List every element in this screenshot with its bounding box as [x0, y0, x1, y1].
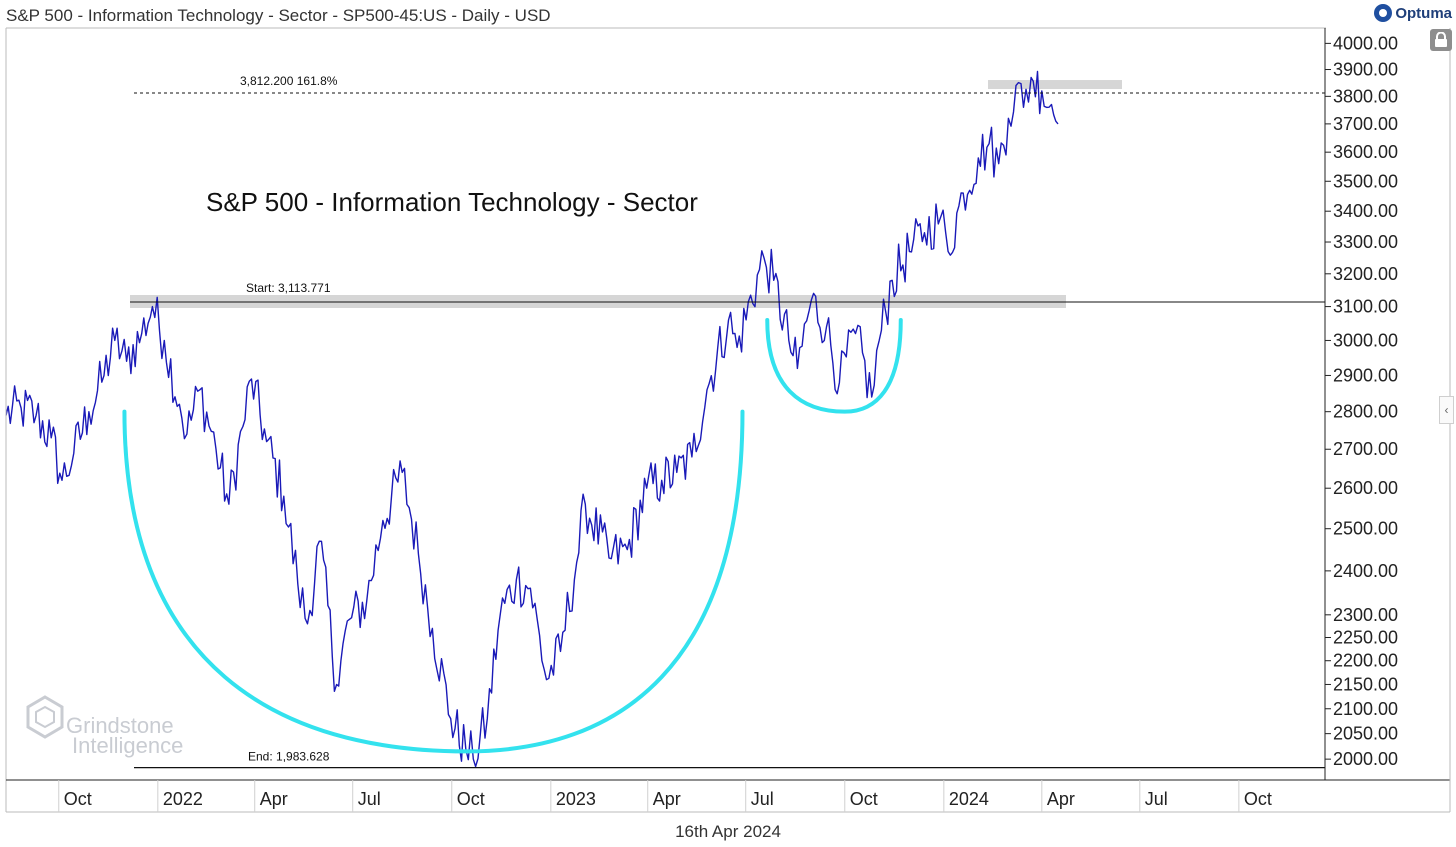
target-level-label: 3,812.200 161.8% [240, 74, 338, 88]
start-level-label: Start: 3,113.771 [246, 281, 331, 295]
chart-title: S&P 500 - Information Technology - Secto… [206, 187, 698, 217]
y-tick-label: 2700.00 [1333, 439, 1398, 459]
x-tick-label: Apr [260, 789, 288, 809]
chart-date-footer: 16th Apr 2024 [675, 822, 781, 841]
y-tick-label: 3400.00 [1333, 201, 1398, 221]
y-tick-label: 3900.00 [1333, 60, 1398, 80]
watermark-hexagon [26, 695, 64, 739]
price-line [5, 70, 1059, 768]
y-tick-label: 2100.00 [1333, 699, 1398, 719]
end-level-label: End: 1,983.628 [248, 750, 330, 764]
y-tick-label: 3600.00 [1333, 142, 1398, 162]
handle-arc [765, 317, 903, 414]
x-tick-label: Apr [1047, 789, 1075, 809]
price-series [5, 70, 1059, 768]
pattern-arcs [122, 317, 903, 754]
x-tick-label: 2024 [949, 789, 989, 809]
watermark-text-line1: Grindstone [66, 713, 174, 738]
grindstone-logo-icon [26, 695, 64, 739]
x-tick-label: Jul [358, 789, 381, 809]
x-tick-label: Oct [64, 789, 92, 809]
y-tick-label: 3100.00 [1333, 297, 1398, 317]
chevron-left-icon[interactable]: ‹ [1439, 396, 1454, 424]
x-tick-label: Jul [751, 789, 774, 809]
y-tick-label: 3200.00 [1333, 264, 1398, 284]
y-tick-label: 2800.00 [1333, 402, 1398, 422]
watermark-text-line2: Intelligence [72, 733, 183, 758]
price-annotations: 3,812.200 161.8% Start: 3,113.771 End: 1,9… [130, 74, 1325, 769]
y-tick-label: 2900.00 [1333, 365, 1398, 385]
x-tick-label: Jul [1145, 789, 1168, 809]
y-tick-label: 3300.00 [1333, 232, 1398, 252]
x-tick-label: Oct [1244, 789, 1272, 809]
x-tick-label: Apr [653, 789, 681, 809]
lock-icon[interactable] [1430, 29, 1452, 51]
y-tick-label: 2050.00 [1333, 724, 1398, 744]
chart-axes: 4000.00 3900.00 3800.00 3700.00 3600.00 3500.… [5, 27, 1451, 813]
y-tick-label: 2500.00 [1333, 519, 1398, 539]
y-tick-label: 2600.00 [1333, 478, 1398, 498]
watermark-inner-hexagon [35, 705, 55, 729]
brand: Optuma [1374, 4, 1452, 22]
x-tick-label: Oct [850, 789, 878, 809]
y-tick-label: 2300.00 [1333, 605, 1398, 625]
y-tick-label: 2400.00 [1333, 561, 1398, 581]
y-tick-label: 2150.00 [1333, 674, 1398, 694]
y-tick-label: 2000.00 [1333, 749, 1398, 769]
optuma-logo-icon [1374, 4, 1393, 22]
y-tick-label: 2200.00 [1333, 651, 1398, 671]
y-tick-label: 4000.00 [1333, 33, 1398, 53]
y-tick-label: 3800.00 [1333, 86, 1398, 106]
x-tick-label: 2022 [163, 789, 203, 809]
x-tick-label: Oct [457, 789, 485, 809]
y-tick-label: 3700.00 [1333, 114, 1398, 134]
brand-label: Optuma [1395, 4, 1452, 22]
cup-arc [122, 409, 745, 754]
chart-header-title: S&P 500 - Information Technology - Secto… [6, 6, 551, 25]
target-band [988, 80, 1122, 90]
y-tick-label: 3500.00 [1333, 171, 1398, 191]
y-tick-label: 3000.00 [1333, 330, 1398, 350]
x-tick-label: 2023 [556, 789, 596, 809]
y-tick-label: 2250.00 [1333, 628, 1398, 648]
